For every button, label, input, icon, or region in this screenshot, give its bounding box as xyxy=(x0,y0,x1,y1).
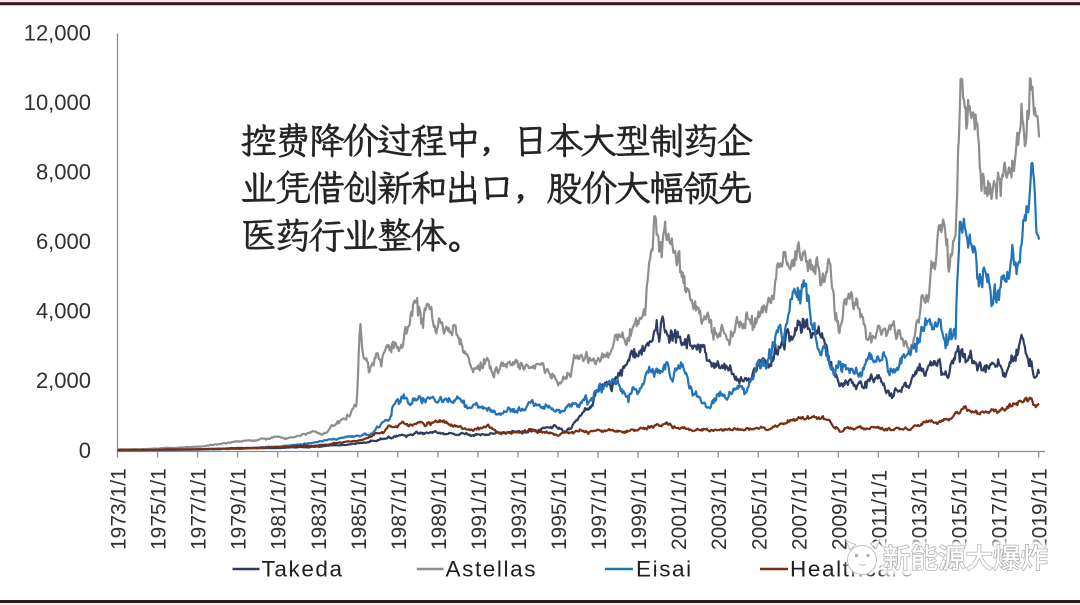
svg-text:2015/1/1: 2015/1/1 xyxy=(949,468,972,550)
svg-text:Takeda: Takeda xyxy=(262,557,344,582)
svg-text:1979/1/1: 1979/1/1 xyxy=(228,468,251,550)
svg-text:4,000: 4,000 xyxy=(36,299,91,324)
svg-text:2007/1/1: 2007/1/1 xyxy=(788,468,811,550)
svg-text:Eisai: Eisai xyxy=(636,557,693,582)
svg-text:1975/1/1: 1975/1/1 xyxy=(148,468,171,550)
svg-text:1985/1/1: 1985/1/1 xyxy=(348,468,371,550)
svg-text:1991/1/1: 1991/1/1 xyxy=(468,468,491,550)
svg-text:1987/1/1: 1987/1/1 xyxy=(388,468,411,550)
svg-text:2001/1/1: 2001/1/1 xyxy=(668,468,691,550)
svg-text:2,000: 2,000 xyxy=(36,368,91,393)
svg-text:1977/1/1: 1977/1/1 xyxy=(188,468,211,550)
svg-text:10,000: 10,000 xyxy=(24,90,91,115)
svg-text:2013/1/1: 2013/1/1 xyxy=(909,468,932,550)
svg-text:1973/1/1: 1973/1/1 xyxy=(108,468,131,550)
svg-text:1993/1/1: 1993/1/1 xyxy=(508,468,531,550)
svg-text:2011/1/1: 2011/1/1 xyxy=(868,470,891,550)
svg-text:Astellas: Astellas xyxy=(446,557,538,582)
svg-text:0: 0 xyxy=(79,438,91,463)
svg-text:2019/1/1: 2019/1/1 xyxy=(1029,468,1052,550)
svg-text:1999/1/1: 1999/1/1 xyxy=(628,468,651,550)
svg-text:1989/1/1: 1989/1/1 xyxy=(428,468,451,550)
svg-text:8,000: 8,000 xyxy=(36,160,91,185)
svg-text:1995/1/1: 1995/1/1 xyxy=(548,468,571,550)
svg-text:1981/1/1: 1981/1/1 xyxy=(268,468,291,550)
svg-text:2009/1/1: 2009/1/1 xyxy=(828,468,851,550)
svg-text:1997/1/1: 1997/1/1 xyxy=(588,468,611,550)
svg-text:2003/1/1: 2003/1/1 xyxy=(708,468,731,550)
svg-text:1983/1/1: 1983/1/1 xyxy=(308,468,331,550)
svg-text:2017/1/1: 2017/1/1 xyxy=(989,468,1012,550)
svg-text:12,000: 12,000 xyxy=(24,20,91,45)
svg-text:6,000: 6,000 xyxy=(36,229,91,254)
svg-text:2005/1/1: 2005/1/1 xyxy=(748,468,771,550)
